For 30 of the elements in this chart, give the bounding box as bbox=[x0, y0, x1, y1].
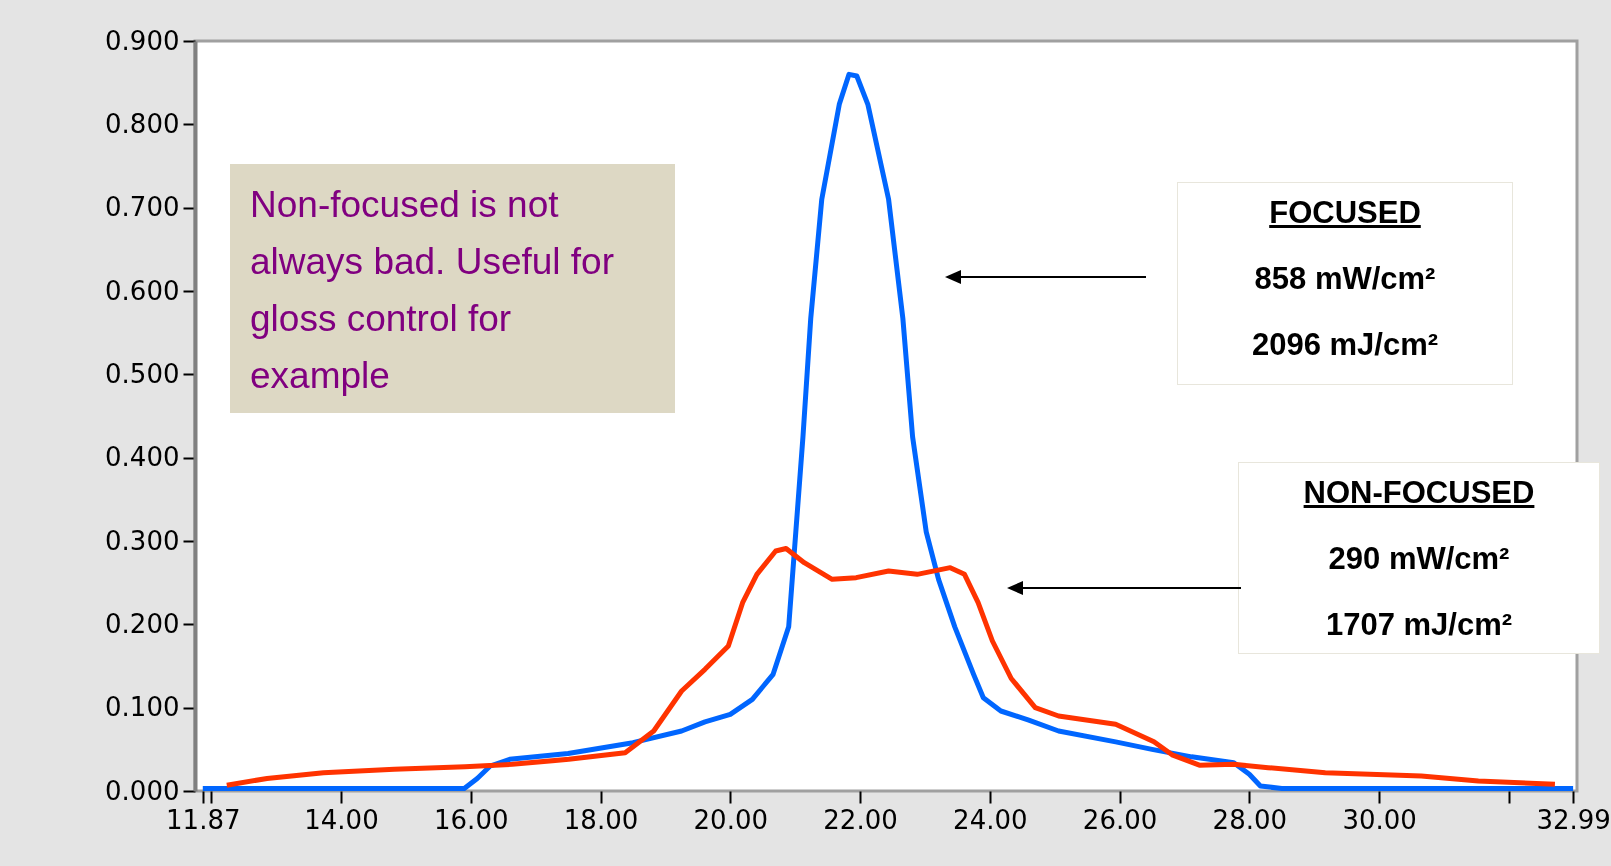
annotation: NON-FOCUSED bbox=[1302, 474, 1536, 512]
x-tick-label: 24.00 bbox=[953, 804, 1028, 835]
x-tick-label: 22.00 bbox=[823, 804, 898, 835]
x-tick-label: 11.87 bbox=[166, 804, 241, 835]
y-tick-label: 0.300 bbox=[105, 525, 180, 556]
text-box: NON-FOCUSED 290 mW/cm² 1707 mJ/cm² bbox=[1238, 462, 1600, 654]
y-tick-label: 0.500 bbox=[105, 358, 180, 389]
text-box: FOCUSED 858 mW/cm² 2096 mJ/cm² bbox=[1177, 182, 1513, 385]
y-tick-label: 0.100 bbox=[105, 692, 180, 723]
y-tick-label: 0.600 bbox=[105, 275, 180, 306]
text-box: Non-focused is not always bad. Useful for gloss control for example bbox=[230, 164, 675, 413]
x-tick-label: 32.99 bbox=[1536, 804, 1611, 835]
annotation: 858 mW/cm² bbox=[1253, 260, 1437, 298]
x-tick-label: 18.00 bbox=[563, 804, 639, 835]
x-tick-label: 26.00 bbox=[1082, 804, 1158, 835]
x-tick-label: 30.00 bbox=[1342, 804, 1417, 835]
x-tick-label: 20.00 bbox=[693, 804, 768, 835]
y-tick-label: 0.900 bbox=[105, 25, 180, 56]
x-tick-label: 14.00 bbox=[304, 804, 379, 835]
y-tick-label: 0.800 bbox=[105, 108, 180, 139]
annotation: 290 mW/cm² bbox=[1327, 540, 1511, 578]
x-tick-label: 16.00 bbox=[434, 804, 509, 835]
annotation: 1707 mJ/cm² bbox=[1324, 606, 1514, 644]
y-tick-label: 0.000 bbox=[105, 775, 180, 806]
y-tick-label: 0.400 bbox=[105, 442, 180, 473]
y-tick-label: 0.700 bbox=[105, 192, 180, 223]
y-tick-label: 0.200 bbox=[105, 608, 180, 639]
annotation: 2096 mJ/cm² bbox=[1250, 326, 1440, 364]
annotation: FOCUSED bbox=[1268, 194, 1422, 232]
x-tick-label: 28.00 bbox=[1212, 804, 1288, 835]
